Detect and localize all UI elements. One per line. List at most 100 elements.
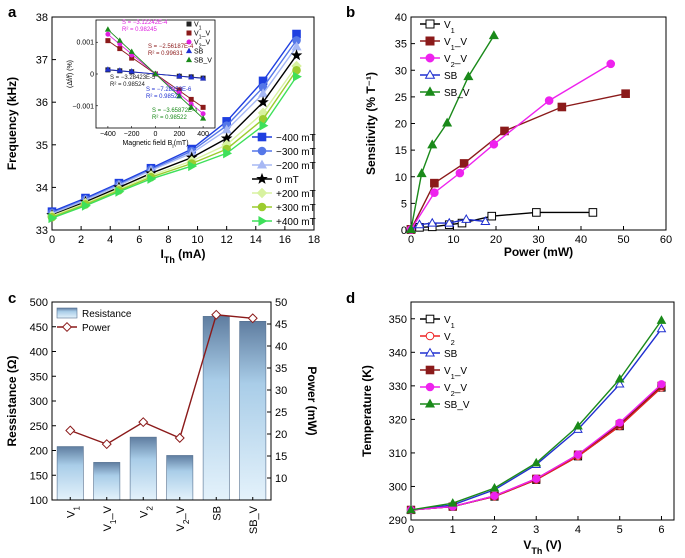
x-category-label: V2	[138, 506, 154, 518]
x-tick-label: 0	[49, 234, 55, 246]
legend-marker	[424, 398, 436, 408]
x-category-label: V1_V	[102, 505, 118, 531]
inset-data-point	[116, 37, 123, 43]
inset-legend-label: V2_V	[194, 40, 210, 50]
y2-tick-label: 25	[275, 407, 287, 419]
y-tick-label: 300	[30, 396, 48, 408]
chart-a: 0 2 4 6 8 10 12 14 16 18 33 34 35 36 37 38 ITh (mA) Frequ…	[5, 12, 320, 265]
legend-label: Resistance	[82, 309, 132, 320]
series-line	[51, 33, 298, 213]
x-axis-label: Power (mW)	[504, 245, 573, 259]
data-point	[188, 161, 198, 172]
legend-marker	[258, 215, 268, 227]
inset-legend-marker	[186, 30, 192, 36]
y2-tick-label: 10	[275, 473, 287, 485]
series-line	[51, 39, 298, 214]
legend-label: SB	[444, 349, 458, 360]
series-line	[51, 69, 298, 218]
inset-data-point	[104, 26, 111, 32]
inset-legend-label: SB	[194, 49, 204, 56]
inset-data-point	[188, 73, 195, 80]
legend-label: −400 mT	[276, 133, 316, 144]
data-point	[557, 102, 567, 112]
y-tick-label: 450	[30, 322, 48, 334]
series-line	[410, 35, 495, 230]
legend-marker	[256, 159, 268, 169]
data-point	[247, 313, 258, 324]
data-point	[480, 216, 491, 226]
inset-data-point	[176, 92, 183, 99]
legend-swatch	[56, 307, 78, 319]
y-tick-label: 38	[36, 12, 48, 24]
legend-marker	[257, 202, 267, 212]
y-tick-label: 340	[389, 347, 407, 359]
y-tick-label: 100	[30, 495, 48, 507]
inset-a: −400 −200 0 200 400 0.001 0 −0.001 Magnetic fiel…	[67, 19, 216, 150]
legend-label: V2_V	[444, 54, 467, 69]
inset-data-point	[200, 115, 207, 121]
x-tick-label: 20	[490, 234, 502, 246]
inset-legend-label: V1_V	[194, 31, 210, 41]
y-tick-label: 320	[389, 414, 407, 426]
bar	[166, 455, 194, 501]
chart-a-frame	[51, 16, 315, 231]
data-point	[115, 186, 125, 197]
legend-marker	[425, 53, 435, 63]
x-tick-label: 4	[107, 234, 113, 246]
x-category-label: V2_V	[175, 505, 191, 531]
legend-label: −200 mT	[276, 161, 316, 172]
inset-data-point	[104, 66, 111, 72]
x-tick-label: 6	[136, 234, 142, 246]
legend-marker	[424, 86, 436, 96]
inset-x-tick-label: 200	[173, 131, 185, 138]
data-point	[457, 218, 467, 228]
data-point	[259, 120, 269, 131]
y-tick-label: 250	[30, 421, 48, 433]
legend-label: −300 mT	[276, 147, 316, 158]
legend-label: V1_V	[444, 366, 467, 381]
data-point	[427, 217, 438, 227]
inset-legend-marker	[186, 39, 192, 45]
x-category-label: SB_V	[248, 505, 260, 534]
y-tick-label: 25	[395, 92, 407, 104]
y-tick-label: 35	[395, 39, 407, 51]
y-tick-label: 350	[30, 371, 48, 383]
bar	[93, 462, 121, 501]
data-point	[488, 30, 499, 40]
inset-fit-label: R² = 0.98245	[122, 27, 158, 33]
data-point	[544, 96, 554, 105]
data-point	[615, 418, 624, 427]
x-tick-label: 50	[617, 234, 629, 246]
legend-label: +200 mT	[276, 189, 316, 200]
inset-fit-label: S = −7.28253E-6	[146, 87, 192, 93]
inset-fit-label: R² = 0.98524	[110, 82, 146, 88]
y-tick-label: 330	[389, 381, 407, 393]
inset-data-point	[152, 70, 159, 77]
x-tick-label: 18	[308, 234, 320, 246]
legend-marker	[256, 172, 268, 184]
data-point	[489, 139, 499, 149]
series-line	[410, 63, 612, 230]
inset-data-point	[200, 111, 206, 117]
x-tick-label: 12	[221, 234, 233, 246]
legend-label: V2	[444, 332, 455, 347]
inset-data-point	[105, 31, 111, 37]
x-axis-label: ITh (mA)	[160, 247, 205, 265]
legend-marker	[425, 382, 435, 392]
series-line	[51, 46, 298, 215]
y2-tick-label: 30	[275, 385, 287, 397]
inset-data-point	[200, 104, 206, 110]
series-line	[51, 65, 298, 217]
data-point	[147, 173, 157, 184]
y-tick-label: 350	[389, 314, 407, 326]
y2-tick-label: 20	[275, 429, 287, 441]
y-axis-label: Sensitivity (% T⁻¹)	[364, 72, 378, 175]
bar	[129, 436, 157, 501]
data-point	[416, 168, 427, 178]
series-a-6	[48, 71, 302, 224]
data-point	[656, 323, 667, 333]
legend-label: +400 mT	[276, 217, 316, 228]
y-tick-label: 33	[36, 225, 48, 237]
inset-y-tick-label: 0.001	[76, 40, 94, 47]
y2-tick-label: 45	[275, 319, 287, 331]
